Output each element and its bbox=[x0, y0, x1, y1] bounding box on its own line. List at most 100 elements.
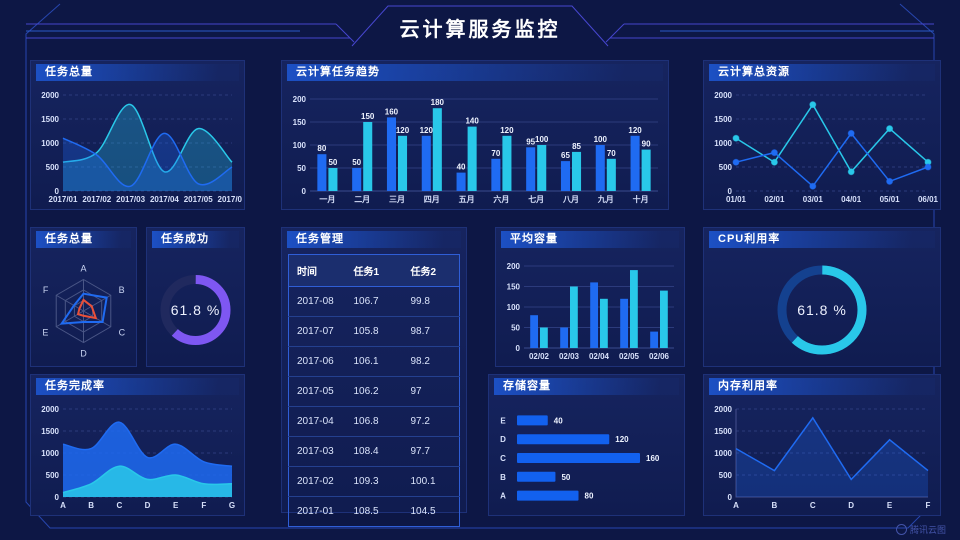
svg-text:03/01: 03/01 bbox=[803, 195, 824, 204]
panel-task-table: 任务管理 时间 任务1 任务2 2017-08 106.7 99.8 2017-07 105.… bbox=[281, 227, 467, 527]
svg-text:八月: 八月 bbox=[562, 195, 579, 204]
svg-text:120: 120 bbox=[396, 126, 410, 135]
table-cell: 104.5 bbox=[410, 506, 436, 517]
table-cell: 109.3 bbox=[345, 466, 403, 497]
table-row: 2017-07 105.8 98.7 bbox=[288, 316, 460, 347]
svg-text:65: 65 bbox=[561, 151, 570, 160]
svg-text:02/01: 02/01 bbox=[764, 195, 785, 204]
panel-task-total-area: 任务总量 0 500 1000 1500 2000 2017/01 2017/02 2017/… bbox=[30, 60, 247, 210]
total-resources-line-chart: 0 500 1000 1500 2000 01/01 02/01 03/01 04/01 05/0… bbox=[706, 85, 938, 207]
svg-text:D: D bbox=[80, 349, 87, 359]
svg-text:500: 500 bbox=[719, 471, 733, 480]
task-total-area-chart: 0 500 1000 1500 2000 2017/01 2017/02 2017/03 201… bbox=[33, 85, 247, 207]
table-cell: 2017-03 bbox=[288, 436, 346, 467]
svg-text:A: A bbox=[500, 492, 506, 501]
table-cell: 2017-06 bbox=[288, 346, 346, 377]
table-cell: 105.8 bbox=[345, 316, 403, 347]
table-row: 2017-01 108.5 104.5 bbox=[289, 497, 460, 527]
panel-task-trend: 云计算任务趋势 0 50 100 150 200 一月 二月 三月 四月 五月 六月 七月 八月 九月 十月… bbox=[281, 60, 669, 210]
svg-text:2017/01: 2017/01 bbox=[49, 195, 78, 204]
svg-text:F: F bbox=[43, 285, 49, 295]
svg-text:D: D bbox=[848, 501, 854, 510]
table-cell: 2017-05 bbox=[288, 376, 346, 407]
svg-text:120: 120 bbox=[500, 126, 514, 135]
svg-text:04/01: 04/01 bbox=[841, 195, 862, 204]
panel-title-task-radar: 任务总量 bbox=[36, 231, 131, 248]
svg-text:100: 100 bbox=[293, 141, 307, 150]
svg-text:D: D bbox=[500, 435, 506, 444]
watermark-text: 腾讯云图 bbox=[909, 525, 946, 535]
svg-text:E: E bbox=[173, 501, 179, 510]
cpu-gauge: 61.8 % bbox=[706, 252, 938, 364]
svg-text:C: C bbox=[500, 454, 506, 463]
table-header-cell: 任务2 bbox=[402, 254, 460, 287]
svg-text:E: E bbox=[42, 327, 48, 337]
svg-text:0: 0 bbox=[302, 187, 307, 196]
svg-text:70: 70 bbox=[491, 149, 500, 158]
svg-text:G: G bbox=[229, 501, 235, 510]
svg-text:A: A bbox=[80, 264, 86, 274]
avg_capacity_bar-svg: 0 50 100 150 200 02/02 02/03 02/04 02/05 02/06 bbox=[507, 262, 674, 361]
svg-text:01/01: 01/01 bbox=[726, 195, 747, 204]
svg-text:一月: 一月 bbox=[319, 195, 335, 204]
avg-capacity-bar-chart: 0 50 100 150 200 02/02 02/03 02/04 02/05 02/06 bbox=[498, 252, 682, 364]
svg-text:80: 80 bbox=[585, 492, 594, 501]
svg-text:1500: 1500 bbox=[714, 115, 732, 124]
panel-task-radar: 任务总量 A B C D E F bbox=[30, 227, 137, 367]
table-cell: 98.2 bbox=[402, 346, 460, 377]
panel-avg-capacity: 平均容量 0 50 100 150 200 02/02 02/03 02/04 02/05 02/… bbox=[495, 227, 685, 367]
panel-total-resources: 云计算总资源 0 500 1000 1500 2000 01/01 02/01 03/01 04… bbox=[703, 60, 941, 210]
svg-text:150: 150 bbox=[361, 112, 375, 121]
page-title: 云计算服务监控 bbox=[399, 19, 561, 41]
table-cell: 97.7 bbox=[402, 436, 460, 467]
svg-text:02/03: 02/03 bbox=[559, 352, 580, 361]
table-cell: 98.7 bbox=[402, 316, 460, 347]
svg-text:2017/06: 2017/06 bbox=[218, 195, 242, 204]
panel-title-storage: 存储容量 bbox=[494, 378, 679, 395]
table-cell: 100.1 bbox=[402, 466, 460, 497]
svg-text:180: 180 bbox=[431, 98, 445, 107]
task-radar-chart: A B C D E F bbox=[33, 252, 134, 364]
svg-text:90: 90 bbox=[642, 140, 651, 149]
svg-text:E: E bbox=[887, 501, 893, 510]
panel-task-success: 任务成功 61.8 % bbox=[146, 227, 245, 367]
svg-text:1500: 1500 bbox=[714, 427, 732, 436]
task-success-gauge: 61.8 % bbox=[149, 252, 242, 364]
svg-text:70: 70 bbox=[607, 149, 616, 158]
svg-text:二月: 二月 bbox=[354, 195, 370, 204]
svg-text:2017/05: 2017/05 bbox=[184, 195, 213, 204]
cpu_gauge-svg: 61.8 % bbox=[777, 265, 867, 355]
task-management-table: 时间 任务1 任务2 2017-08 106.7 99.8 2017-07 105.8 98.7… bbox=[284, 252, 464, 527]
table-cell: 97 bbox=[402, 376, 460, 407]
table-cell: 2017-07 bbox=[288, 316, 346, 347]
svg-text:61.8 %: 61.8 % bbox=[797, 302, 847, 318]
svg-text:02/06: 02/06 bbox=[649, 352, 670, 361]
completion_area-svg: 0 500 1000 1500 2000 A B C D E F G bbox=[41, 405, 235, 510]
svg-text:D: D bbox=[145, 501, 151, 510]
svg-text:0: 0 bbox=[728, 493, 733, 502]
table-cell: 2017-04 bbox=[288, 406, 346, 437]
svg-text:50: 50 bbox=[328, 158, 337, 167]
svg-text:100: 100 bbox=[535, 135, 549, 144]
svg-text:B: B bbox=[88, 501, 94, 510]
svg-text:120: 120 bbox=[628, 126, 642, 135]
svg-text:500: 500 bbox=[46, 163, 60, 172]
tencent-cloud-logo-icon bbox=[895, 524, 907, 535]
svg-text:05/01: 05/01 bbox=[880, 195, 901, 204]
svg-text:四月: 四月 bbox=[424, 195, 440, 204]
table-row: 2017-02 109.3 100.1 bbox=[288, 466, 460, 497]
table-cell: 97.2 bbox=[402, 406, 460, 437]
table-cell: 2017-02 bbox=[288, 466, 346, 497]
table-header-cell: 时间 bbox=[288, 254, 346, 287]
svg-text:61.8 %: 61.8 % bbox=[171, 302, 221, 318]
svg-text:85: 85 bbox=[572, 142, 581, 151]
svg-text:F: F bbox=[926, 501, 931, 510]
svg-text:2017/02: 2017/02 bbox=[82, 195, 111, 204]
table-cell: 106.7 bbox=[345, 286, 403, 317]
svg-text:50: 50 bbox=[297, 164, 306, 173]
table-row: 2017-06 106.1 98.2 bbox=[288, 346, 460, 377]
svg-text:三月: 三月 bbox=[389, 195, 405, 204]
